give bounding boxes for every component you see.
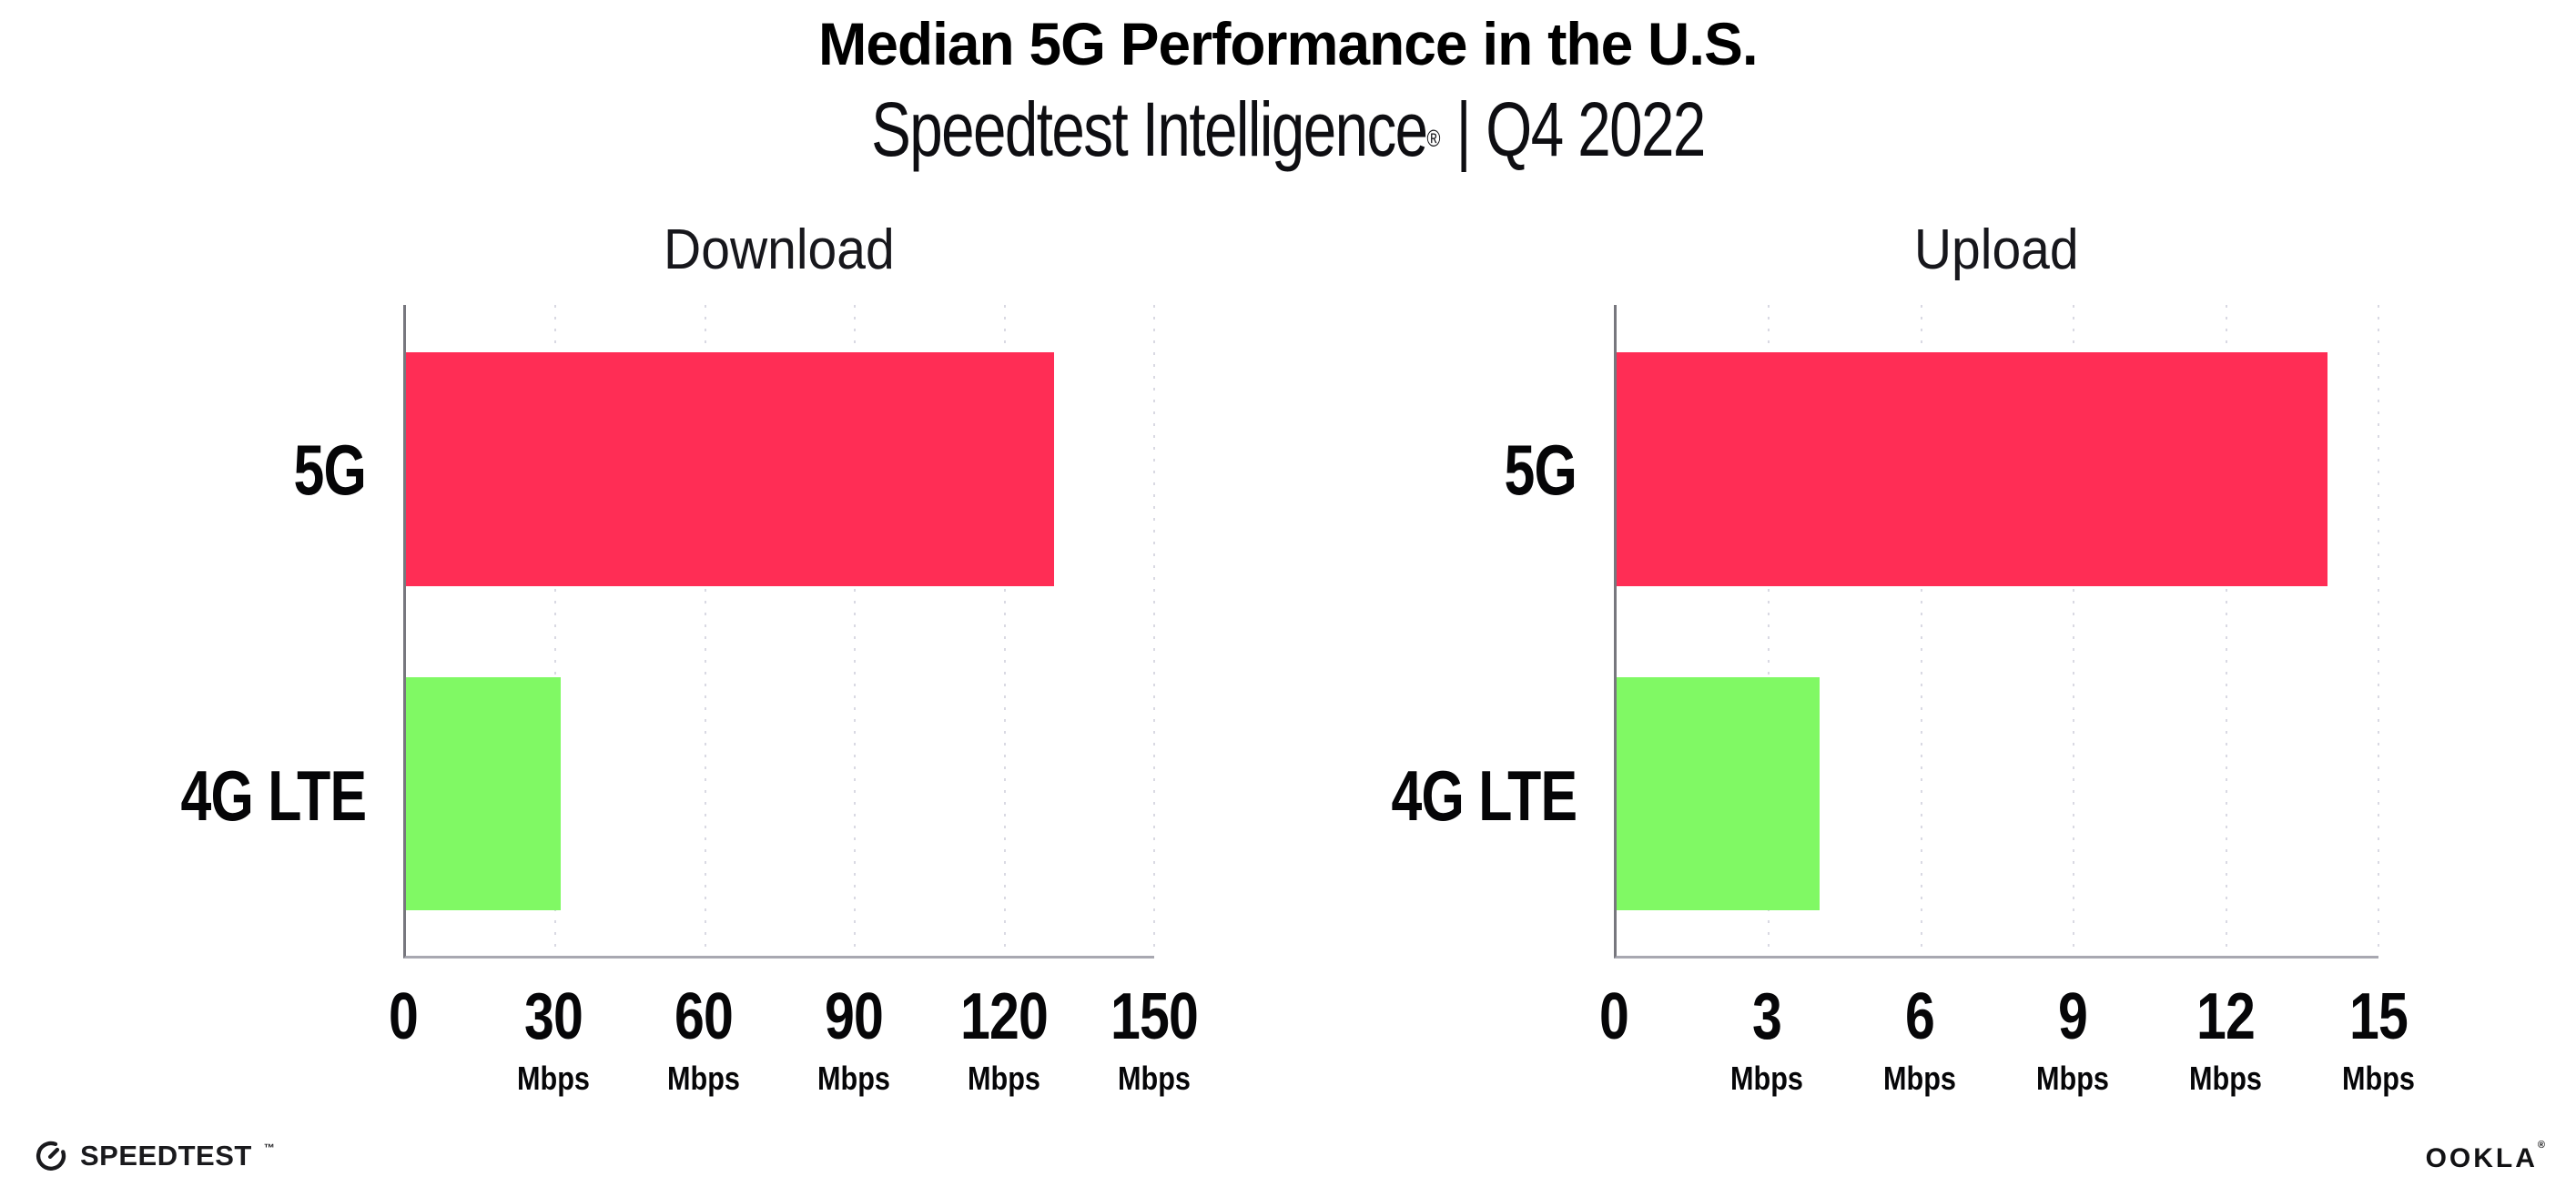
gridline-3	[1768, 305, 1770, 956]
category-label-4g-lte: 4G LTE	[20, 679, 367, 913]
x-tick-unit: Mbps	[968, 1060, 1040, 1097]
x-tick-value: 15	[2348, 980, 2409, 1053]
x-tick-unit: Mbps	[2189, 1060, 2262, 1097]
subtitle-brand: Speedtest Intelligence	[871, 86, 1428, 172]
category-label-text: 5G	[1504, 429, 1577, 510]
gridline-15	[2378, 305, 2379, 956]
x-tick-unit: Mbps	[1118, 1060, 1191, 1097]
speedtest-logo-text: SPEEDTEST	[80, 1140, 252, 1172]
gridline-120	[1003, 305, 1006, 956]
gridline-60	[704, 305, 706, 956]
x-tick-unit: Mbps	[817, 1060, 890, 1097]
x-tick-60: 60 Mbps	[603, 984, 804, 1095]
gridline-150	[1153, 305, 1155, 956]
gridline-12	[2225, 305, 2227, 956]
download-chart-title: Download	[403, 218, 1154, 282]
upload-plot-area	[1614, 305, 2379, 959]
subtitle-divider: |	[1455, 86, 1472, 172]
x-tick-150: 150 Mbps	[1054, 984, 1254, 1095]
category-label-text: 4G LTE	[180, 755, 367, 836]
gridline-90	[854, 305, 857, 956]
x-tick-unit: Mbps	[517, 1060, 590, 1097]
x-tick-0: 0	[303, 984, 503, 1050]
page-subtitle: Speedtest Intelligence® | Q4 2022	[0, 78, 2576, 180]
ookla-logo: OOKLA®	[2425, 1140, 2545, 1174]
upload-chart-panel: Upload 0 3 Mbps 6 Mbps 9 Mbps 12 Mbps 15 Mbps 5G 4G…	[1391, 218, 2415, 1095]
x-tick-value: 60	[674, 980, 734, 1053]
x-tick-value: 120	[959, 980, 1049, 1053]
page-title-text: Median 5G Performance in the U.S.	[818, 10, 1759, 77]
x-tick-30: 30 Mbps	[453, 984, 654, 1095]
upload-chart-title: Upload	[1614, 218, 2378, 282]
subtitle-period: Q4 2022	[1486, 86, 1706, 172]
ookla-logo-text: OOKLA	[2425, 1143, 2538, 1173]
speedtest-trademark-symbol: ™	[263, 1141, 275, 1154]
bar-4g-lte	[1617, 676, 1820, 910]
x-tick-value: 30	[523, 980, 583, 1053]
category-label-4g-lte: 4G LTE	[1231, 679, 1577, 913]
x-tick-90: 90 Mbps	[754, 984, 954, 1095]
category-label-text: 5G	[293, 429, 366, 510]
x-tick-value: 6	[1904, 980, 1935, 1053]
category-label-text: 4G LTE	[1391, 755, 1577, 836]
x-tick-12: 12 Mbps	[2125, 984, 2326, 1095]
gridline-30	[554, 305, 557, 956]
x-tick-unit: Mbps	[1883, 1060, 1956, 1097]
upload-chart-title-text: Upload	[1913, 218, 2079, 281]
speedtest-gauge-icon	[33, 1138, 69, 1174]
x-tick-unit: Mbps	[1730, 1060, 1803, 1097]
x-tick-value: 0	[388, 980, 419, 1053]
x-tick-value: 3	[1751, 980, 1782, 1053]
x-tick-9: 9 Mbps	[1973, 984, 2173, 1095]
category-label-5g: 5G	[20, 352, 366, 587]
x-tick-0: 0	[1514, 984, 1714, 1050]
x-tick-unit: Mbps	[2036, 1060, 2109, 1097]
bar-5g	[406, 352, 1055, 586]
ookla-registered-symbol: ®	[2537, 1140, 2545, 1151]
registered-trademark-symbol: ®	[1426, 125, 1441, 152]
bar-5g	[1617, 352, 2328, 586]
x-tick-15: 15 Mbps	[2278, 984, 2479, 1095]
x-tick-6: 6 Mbps	[1820, 984, 2020, 1095]
gridline-9	[2073, 305, 2075, 956]
x-tick-unit: Mbps	[667, 1060, 740, 1097]
x-tick-3: 3 Mbps	[1667, 984, 1867, 1095]
download-plot-area	[403, 305, 1155, 959]
x-tick-value: 0	[1598, 980, 1629, 1053]
x-tick-value: 90	[824, 980, 884, 1053]
page-title: Median 5G Performance in the U.S.	[0, 2, 2576, 86]
category-label-5g: 5G	[1231, 352, 1577, 587]
download-chart-panel: Download 0 30 Mbps 60 Mbps 90 Mbps 120 Mbps 150 Mb…	[180, 218, 1199, 1095]
gridline-6	[1920, 305, 1922, 956]
x-tick-120: 120 Mbps	[904, 984, 1104, 1095]
x-tick-value: 12	[2196, 980, 2256, 1053]
download-chart-title-text: Download	[663, 218, 895, 281]
x-tick-value: 9	[2057, 980, 2088, 1053]
x-tick-value: 150	[1110, 980, 1199, 1053]
x-tick-unit: Mbps	[2342, 1060, 2415, 1097]
bar-4g-lte	[406, 676, 561, 910]
speedtest-logo: SPEEDTEST ™	[33, 1138, 275, 1174]
